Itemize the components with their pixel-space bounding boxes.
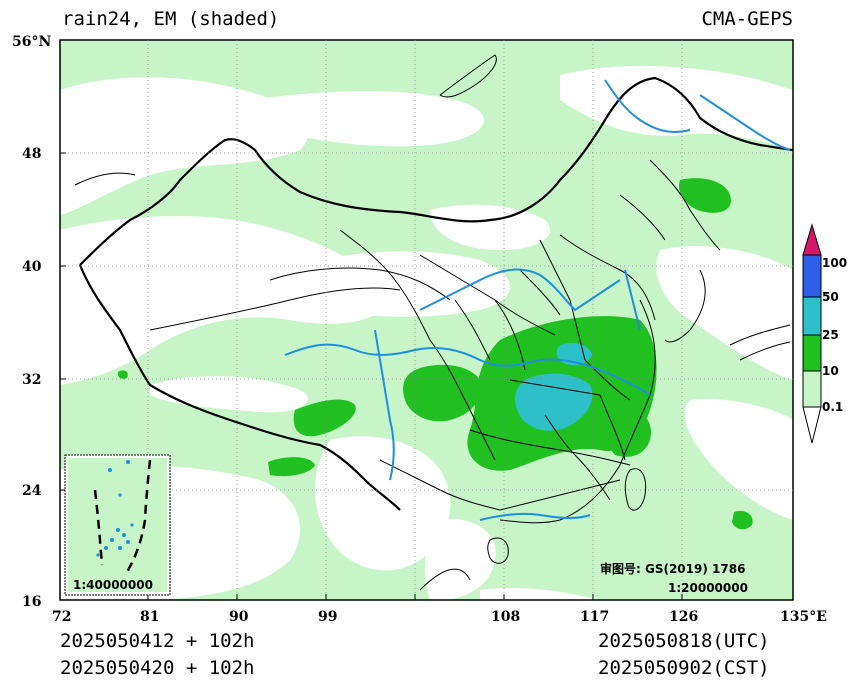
- lon-label: 117: [580, 609, 609, 625]
- lon-label: 135°E: [780, 609, 827, 625]
- valid-time-utc: 2025050818(UTC): [598, 630, 770, 652]
- south-west-border: [78, 264, 401, 511]
- graticule: [60, 40, 793, 600]
- main-scale: 1:20000000: [668, 581, 748, 595]
- lat-label: 48: [22, 146, 41, 162]
- colorbar-label: 0.1: [822, 400, 843, 414]
- init-time-cst: 2025050420 + 102h: [60, 657, 255, 679]
- init-time-utc: 2025050412 + 102h: [60, 630, 255, 652]
- lat-label: 32: [22, 372, 41, 388]
- lon-label: 72: [52, 609, 71, 625]
- lon-label: 108: [491, 609, 520, 625]
- colorbar-label: 50: [822, 290, 839, 304]
- colorbar-label: 10: [822, 364, 839, 378]
- inset-scale: 1:40000000: [73, 578, 153, 592]
- lon-label: 90: [229, 609, 249, 625]
- chart-title: rain24, EM (shaded): [62, 8, 280, 30]
- valid-time-cst: 2025050902(CST): [598, 657, 770, 679]
- coastlines: [74, 54, 791, 591]
- colorbar-label: 100: [822, 256, 847, 270]
- south-china-sea-inset: 1:40000000: [64, 454, 171, 596]
- lat-label: 16: [22, 594, 41, 610]
- lon-label: 81: [140, 609, 159, 625]
- colorbar-under-cap: [802, 406, 822, 444]
- lat-label: 24: [22, 483, 42, 499]
- colorbar-band-25-50: [802, 296, 822, 336]
- colorbar-over-cap: [802, 223, 822, 256]
- north-border: [79, 76, 793, 266]
- rivers: [284, 79, 791, 521]
- lon-label: 99: [318, 609, 337, 625]
- lat-label: 56°N: [12, 34, 51, 50]
- colorbar-band-01-10: [802, 370, 822, 408]
- province-borders: [149, 159, 721, 511]
- colorbar-band-10-25: [802, 334, 822, 372]
- model-label: CMA-GEPS: [701, 8, 793, 30]
- lon-label: 126: [669, 609, 698, 625]
- colorbar-label: 25: [822, 328, 839, 342]
- lat-label: 40: [22, 259, 42, 275]
- map-frame: [59, 39, 794, 601]
- colorbar: 0.1 10 25 50 100: [802, 223, 847, 444]
- review-number: 审图号: GS(2019) 1786: [600, 561, 745, 576]
- colorbar-band-50-100: [802, 254, 822, 298]
